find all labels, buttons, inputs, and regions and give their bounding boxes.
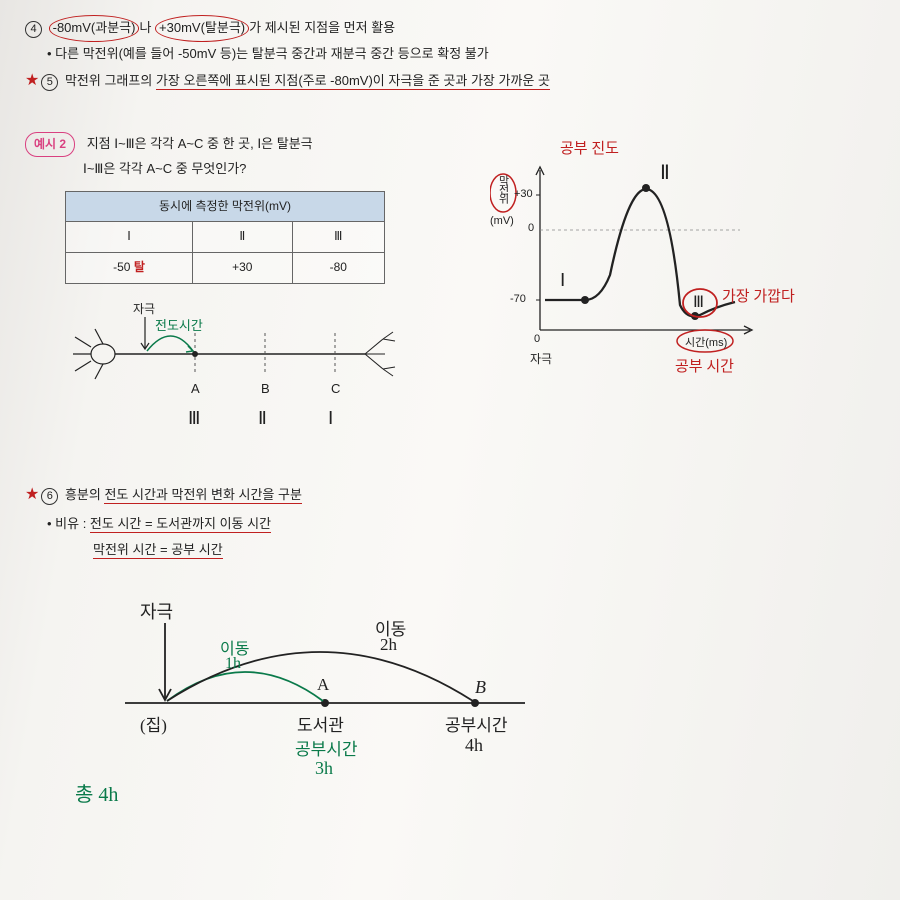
line-6-2: • 비유 : 전도 시간 = 도서관까지 이동 시간: [25, 511, 875, 537]
sketch-stimulus: 자극: [140, 598, 173, 624]
text-na: 나: [139, 20, 155, 35]
graph-roman3: Ⅲ: [693, 292, 704, 312]
label-stimulus: 자극: [133, 299, 155, 321]
star-icon-6: ★: [25, 479, 39, 511]
bullet-4: 4: [25, 21, 42, 38]
line-4: 4 -80mV(과분극)나 +30mV(탈분극)가 제시된 지점을 먼저 활용: [25, 15, 875, 42]
sketch-B: B: [475, 677, 486, 698]
annot-study-time: 공부 시간: [675, 355, 734, 376]
label-below-A: Ⅲ: [188, 402, 200, 434]
sketch-total: 총 4h: [75, 778, 118, 807]
label-B: B: [261, 377, 270, 400]
label-A: A: [191, 377, 200, 400]
example-badge: 예시 2: [25, 132, 75, 158]
label-stimulus-x: 자극: [530, 350, 552, 367]
td-2: +30: [192, 252, 292, 283]
table-header: 동시에 측정한 막전위(mV): [66, 191, 385, 222]
text-5a: 막전위 그래프의: [65, 73, 156, 88]
th-1: Ⅰ: [66, 222, 193, 253]
underline-6-2: 전도 시간 = 도서관까지 이동 시간: [90, 516, 271, 533]
xtick-0: 0: [534, 333, 540, 345]
y-axis-unit: (mV): [490, 215, 514, 227]
bullet-6: 6: [41, 488, 58, 505]
example-q: 예시 2 지점 Ⅰ~Ⅲ은 각각 A~C 중 한 곳, Ⅰ은 탈분극: [25, 132, 875, 158]
line-4-sub: • 다른 막전위(예를 들어 -50mV 등)는 탈분극 중간과 재분극 중간 …: [25, 42, 875, 67]
label-below-C: Ⅰ: [328, 402, 333, 434]
text-4c: 가 제시된 지점을 먼저 활용: [249, 20, 395, 35]
line-5: ★5 막전위 그래프의 가장 오른쪽에 표시된 지점(주로 -80mV)이 자극…: [25, 66, 875, 96]
oval-minus80: -80mV(과분극): [49, 15, 140, 42]
annot-closest: 가장 가깝다: [722, 285, 795, 306]
label-conduction: 전도시간: [155, 314, 203, 337]
annot-depol: 탈: [134, 260, 145, 274]
example-q1: 지점 Ⅰ~Ⅲ은 각각 A~C 중 한 곳, Ⅰ은 탈분극: [87, 136, 313, 151]
sketch-1h: 1h: [225, 655, 241, 673]
x-label-time: 시간(ms): [685, 334, 727, 350]
sketch-studytime-a: 공부시간: [295, 735, 358, 760]
label-below-B: Ⅱ: [258, 402, 267, 434]
top-notes: 4 -80mV(과분극)나 +30mV(탈분극)가 제시된 지점을 먼저 활용 …: [25, 15, 875, 97]
sketch-2h: 2h: [380, 635, 397, 655]
star-icon: ★: [25, 66, 39, 96]
action-potential-graph: 공부 진도 막전위 (mV) +30 0 -70 0 시간(ms) 자극 Ⅰ Ⅱ…: [490, 155, 790, 365]
underline-6-1: 전도 시간과 막전위 변화 시간을 구분: [104, 487, 301, 504]
sketch-home: (집): [140, 711, 167, 736]
ytick-0: 0: [528, 222, 534, 234]
sketch-4h: 4h: [465, 735, 483, 756]
sketch-A: A: [317, 675, 329, 695]
underline-5b: 가장 오른쪽에 표시된 지점(주로 -80mV)이 자극을 준 곳과 가장 가까…: [156, 73, 550, 90]
text-6-1a: 흥분의: [65, 487, 105, 502]
annot-study-intensity: 공부 진도: [560, 137, 619, 158]
y-axis-label: 막전위: [495, 175, 511, 202]
analogy-sketch: 자극 이동 1h 이동 2h A B (집) 도서관 공부시간 공부시간 3h …: [95, 593, 875, 793]
potential-table: 동시에 측정한 막전위(mV) Ⅰ Ⅱ Ⅲ -50 탈 +30 -80: [65, 191, 385, 284]
th-2: Ⅱ: [192, 222, 292, 253]
sketch-library: 도서관: [297, 711, 344, 736]
graph-roman2: Ⅱ: [660, 160, 670, 185]
line-6-1: ★6 흥분의 전도 시간과 막전위 변화 시간을 구분: [25, 479, 875, 511]
td-1: -50 탈: [66, 252, 193, 283]
sketch-3h: 3h: [315, 758, 333, 779]
text-6-2a: • 비유 :: [47, 516, 90, 531]
bullet-5: 5: [41, 74, 58, 91]
td-3: -80: [292, 252, 384, 283]
oval-plus30: +30mV(탈분극): [155, 15, 249, 42]
sketch-studytime-b: 공부시간: [445, 711, 508, 736]
underline-6-3: 막전위 시간 = 공부 시간: [93, 542, 223, 559]
ytick-m70: -70: [510, 293, 526, 305]
graph-roman1: Ⅰ: [560, 270, 565, 291]
th-3: Ⅲ: [292, 222, 384, 253]
label-C: C: [331, 377, 340, 400]
line-6-3: 막전위 시간 = 공부 시간: [25, 537, 875, 563]
neuron-svg: [65, 299, 425, 439]
section-6: ★6 흥분의 전도 시간과 막전위 변화 시간을 구분 • 비유 : 전도 시간…: [25, 479, 875, 563]
ytick-30: +30: [514, 188, 533, 200]
